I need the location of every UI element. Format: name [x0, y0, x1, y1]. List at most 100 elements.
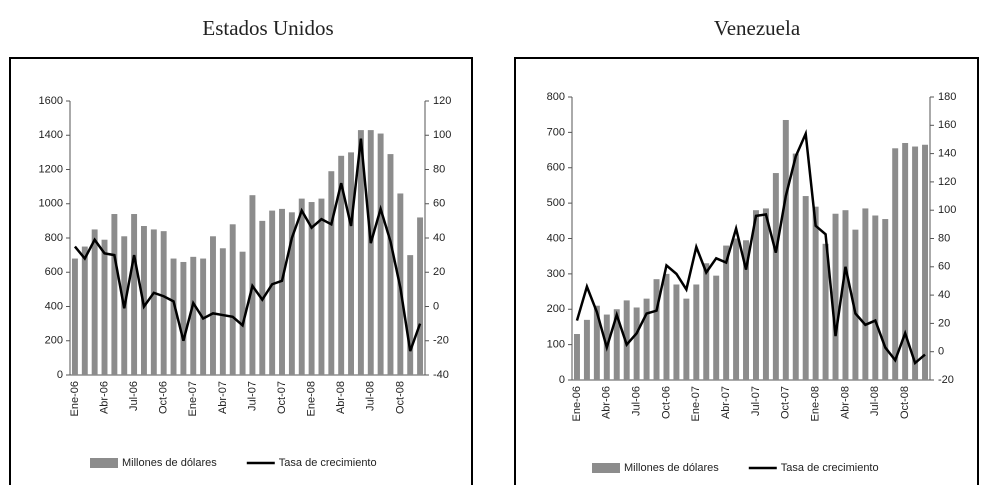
x-tick-label: Ene-08 — [306, 381, 318, 416]
bar — [583, 319, 590, 380]
bar — [822, 243, 829, 380]
bar — [723, 245, 730, 380]
bar — [633, 307, 640, 380]
bar — [762, 208, 769, 380]
legend-swatch — [90, 458, 118, 468]
y2-tick-label: -20 — [433, 335, 449, 347]
bar — [733, 238, 740, 380]
bar — [882, 219, 889, 380]
x-tick-label: Oct-08 — [899, 386, 911, 419]
bar — [190, 256, 197, 375]
bar — [623, 300, 630, 380]
panel-frame — [9, 57, 473, 490]
bar — [150, 229, 157, 375]
bar — [101, 239, 108, 375]
bar — [338, 155, 345, 375]
panel-frame — [514, 57, 979, 490]
bar — [902, 142, 909, 380]
bar — [792, 153, 799, 380]
bar — [782, 119, 789, 381]
bar — [357, 130, 364, 375]
bar — [812, 206, 819, 380]
bar — [111, 214, 118, 375]
bar — [663, 273, 670, 380]
bar — [922, 144, 929, 380]
x-tick-label: Jul-06 — [128, 381, 140, 411]
x-tick-label: Abr-06 — [98, 381, 110, 414]
y2-tick-label: 20 — [433, 266, 445, 278]
y-tick-label: 100 — [547, 339, 565, 351]
y-tick-label: 1000 — [39, 198, 63, 210]
y-tick-label: 0 — [57, 369, 63, 381]
bar — [892, 148, 899, 380]
legend-swatch — [592, 463, 620, 473]
chart-title: Venezuela — [714, 16, 801, 40]
bar — [683, 298, 690, 380]
x-tick-label: Jul-07 — [246, 381, 258, 411]
bar — [170, 258, 177, 375]
y-tick-label: 0 — [559, 374, 565, 386]
legend-label: Tasa de crecimiento — [279, 457, 377, 469]
y-tick-label: 400 — [547, 232, 565, 244]
x-tick-label: Abr-08 — [839, 386, 851, 419]
line — [575, 128, 926, 366]
y2-tick-label: -20 — [938, 374, 954, 386]
bar — [131, 214, 138, 375]
legend-label: Tasa de crecimiento — [781, 462, 879, 474]
bar — [832, 213, 839, 380]
y2-tick-label: 140 — [938, 148, 956, 160]
bar — [772, 173, 779, 380]
y2-tick-label: 100 — [938, 204, 956, 216]
y2-tick-label: 120 — [938, 176, 956, 188]
x-tick-label: Oct-07 — [276, 381, 288, 414]
y2-tick-label: 60 — [938, 261, 950, 273]
y-tick-label: 1400 — [39, 129, 63, 141]
y2-tick-label: 80 — [433, 163, 445, 175]
x-tick-label: Ene-06 — [69, 381, 81, 416]
bar — [279, 208, 285, 375]
y2-tick-label: 160 — [938, 119, 956, 131]
x-tick-label: Ene-07 — [690, 386, 702, 421]
y-tick-label: 800 — [45, 232, 63, 244]
bar — [348, 152, 354, 375]
bar — [160, 231, 167, 375]
y2-tick-label: 20 — [938, 317, 950, 329]
bar — [210, 236, 216, 375]
bar — [318, 198, 325, 375]
bar — [239, 251, 246, 375]
bar — [219, 248, 226, 375]
y-tick-label: 700 — [547, 126, 565, 138]
y2-tick-label: 80 — [938, 232, 950, 244]
bar — [842, 210, 849, 380]
bar — [81, 246, 88, 375]
bar — [417, 217, 424, 375]
bar — [573, 334, 580, 380]
y2-tick-label: 40 — [433, 232, 445, 244]
bar — [912, 146, 919, 380]
y2-tick-label: 0 — [938, 346, 944, 358]
y-tick-label: 200 — [45, 335, 63, 347]
bar — [713, 275, 720, 380]
x-tick-label: Jul-08 — [869, 386, 881, 416]
bar — [593, 305, 600, 380]
bar — [328, 171, 335, 375]
bar — [752, 210, 759, 380]
y-tick-label: 600 — [547, 162, 565, 174]
bar — [802, 196, 809, 380]
y2-tick-label: 60 — [433, 198, 445, 210]
x-tick-label: Oct-07 — [780, 386, 792, 419]
y-tick-label: 300 — [547, 268, 565, 280]
bar — [653, 279, 660, 380]
bar — [613, 309, 620, 380]
bar — [673, 284, 680, 380]
bar — [229, 224, 236, 375]
bar — [377, 133, 384, 375]
bar — [407, 255, 414, 375]
x-tick-label: Oct-06 — [158, 381, 170, 414]
y-tick-label: 500 — [547, 197, 565, 209]
bar — [643, 298, 650, 380]
x-tick-label: Ene-07 — [187, 381, 199, 416]
x-tick-label: Ene-08 — [810, 386, 822, 421]
chart-title: Estados Unidos — [202, 16, 333, 40]
